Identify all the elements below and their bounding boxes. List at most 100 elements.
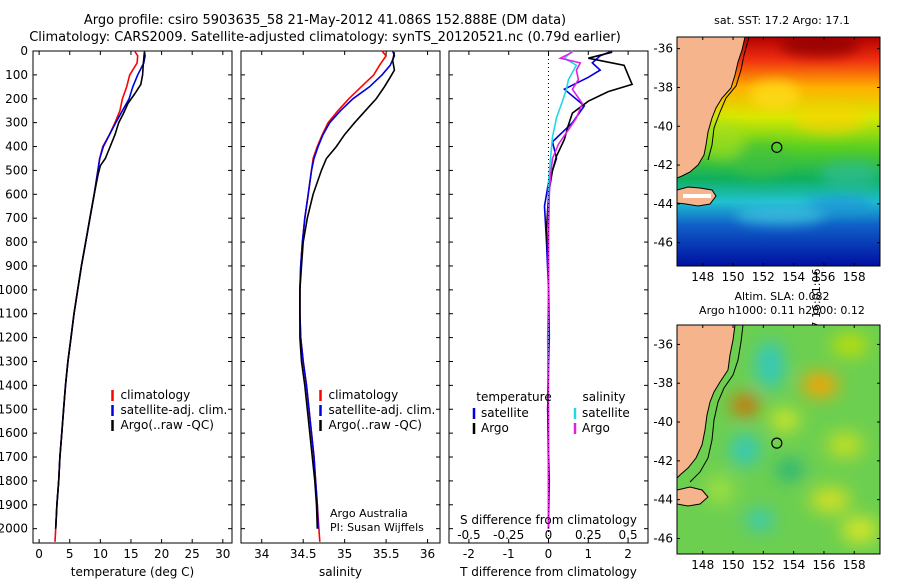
x-tick-label: 30 [215, 547, 230, 561]
map-x-tick-label: 150 [722, 558, 745, 572]
series-line-2 [54, 52, 146, 529]
figure-title-line-1: Argo profile: csiro 5903635_58 21-May-20… [83, 13, 567, 28]
depth-tick-label: 1900 [0, 498, 28, 512]
depth-tick-label: 700 [5, 211, 28, 225]
sst-mainland [677, 37, 746, 179]
series-line-1 [299, 50, 396, 529]
map-x-tick-label: 148 [691, 270, 714, 284]
series-line-1 [54, 50, 146, 529]
legend-header: salinity [582, 390, 625, 404]
top-x-tick-label: -0.25 [493, 528, 524, 542]
x-tick-label: 0 [35, 547, 43, 561]
depth-tick-label: 500 [5, 163, 28, 177]
sst-shelf-contour [707, 37, 750, 161]
map-y-tick-label: -44 [653, 493, 673, 507]
map-x-tick-label: 156 [812, 558, 835, 572]
map-y-tick-label: -38 [653, 376, 673, 390]
panel-annotation: Argo Australia [330, 507, 408, 520]
argo-position-marker [771, 141, 783, 153]
map-y-tick-label: -42 [653, 158, 673, 172]
depth-tick-label: 2000 [0, 522, 28, 536]
map-y-tick-label: -42 [653, 454, 673, 468]
series-line-2 [299, 52, 396, 529]
legend-label: Argo [582, 421, 610, 435]
sst-texture [695, 37, 880, 225]
depth-tick-label: 1100 [0, 307, 28, 321]
map-x-tick-label: 152 [752, 558, 775, 572]
map-y-tick-label: -46 [653, 531, 673, 545]
legend-header: temperature [476, 390, 551, 404]
map-y-tick-label: -44 [653, 197, 673, 211]
profile-panel-temp: 0100200300400500600700800900100011001200… [0, 44, 233, 579]
sla-map-axes: 148 150 152 154 156 158 -36 -38 -40 -42 -44 -46 [653, 325, 880, 572]
panel-annotation: PI: Susan Wijffels [330, 521, 424, 534]
depth-tick-label: 1000 [0, 283, 28, 297]
map-y-tick-label: -38 [653, 80, 673, 94]
map-y-tick-label: -36 [653, 337, 673, 351]
profile-panel-sal: 34 34.5 35 35.5 36 salinity climatologysatelli… [240, 50, 441, 579]
depth-tick-label: 100 [5, 68, 28, 82]
map-x-tick-label: 148 [691, 558, 714, 572]
map-y-tick-label: -40 [653, 415, 673, 429]
x-tick-label: 36 [420, 547, 435, 561]
x-axis-label: temperature (deg C) [71, 565, 194, 579]
depth-tick-label: 800 [5, 235, 28, 249]
top-x-tick-label: 0 [545, 528, 553, 542]
depth-tick-label: 1200 [0, 331, 28, 345]
x-tick-label: -2 [463, 547, 475, 561]
x-tick-label: 25 [185, 547, 200, 561]
x-tick-label: 0 [545, 547, 553, 561]
sla-shelf-contour [689, 325, 744, 483]
series-line-3 [546, 51, 584, 529]
sst-map-frame [676, 36, 881, 267]
panel-frame [32, 50, 233, 544]
legend-label: satellite-adj. clim. [329, 403, 436, 417]
x-tick-label: 2 [624, 547, 632, 561]
sla-map [677, 325, 880, 554]
legend-label: satellite [582, 406, 630, 420]
series-line-0 [543, 50, 613, 529]
x-tick-label: 34 [254, 547, 269, 561]
map-x-tick-label: 156 [812, 270, 835, 284]
map-x-tick-label: 154 [782, 270, 805, 284]
x-tick-label: 1 [584, 547, 592, 561]
legend-label: climatology [329, 388, 399, 402]
map-x-tick-label: 150 [722, 270, 745, 284]
top-x-tick-label: -0.5 [457, 528, 480, 542]
depth-tick-label: 900 [5, 259, 28, 273]
legend-label: climatology [121, 388, 191, 402]
x-tick-label: 35.5 [373, 547, 400, 561]
map-x-tick-label: 158 [843, 270, 866, 284]
map-x-tick-label: 154 [782, 558, 805, 572]
depth-tick-label: 1600 [0, 426, 28, 440]
depth-tick-label: 600 [5, 187, 28, 201]
legend-label: satellite-adj. clim. [121, 403, 228, 417]
series-line-0 [54, 50, 139, 542]
x-tick-label: 15 [123, 547, 138, 561]
x-tick-label: 20 [154, 547, 169, 561]
map-y-tick-label: -46 [653, 236, 673, 250]
depth-tick-label: 300 [5, 116, 28, 130]
map-x-tick-label: 152 [752, 270, 775, 284]
legend-label: satellite [481, 406, 529, 420]
depth-tick-label: 1400 [0, 378, 28, 392]
figure-title-line-2: Climatology: CARS2009. Satellite-adjuste… [29, 30, 621, 45]
depth-tick-label: 1700 [0, 450, 28, 464]
map-y-tick-label: -40 [653, 119, 673, 133]
top-x-axis-label: S difference from climatology [460, 513, 637, 527]
sla-tasmania [677, 486, 709, 507]
sla-mainland [677, 325, 736, 479]
legend-label: Argo(..raw -QC) [329, 418, 422, 432]
depth-tick-label: 0 [20, 44, 28, 58]
x-tick-label: 35 [337, 547, 352, 561]
profile-panel-diff: -2 -1 0 1 2 T difference from climatology -0.5… [448, 50, 649, 579]
panel-frame [240, 50, 441, 544]
sst-land-mask [683, 194, 711, 198]
x-tick-label: 34.5 [290, 547, 317, 561]
series-line-1 [545, 51, 634, 529]
x-tick-label: 5 [66, 547, 74, 561]
x-tick-label: 10 [93, 547, 108, 561]
sla-map-subtitle: Argo h1000: 0.11 h2000: 0.12 [699, 304, 865, 317]
depth-tick-label: 400 [5, 140, 28, 154]
map-y-tick-label: -36 [653, 42, 673, 56]
